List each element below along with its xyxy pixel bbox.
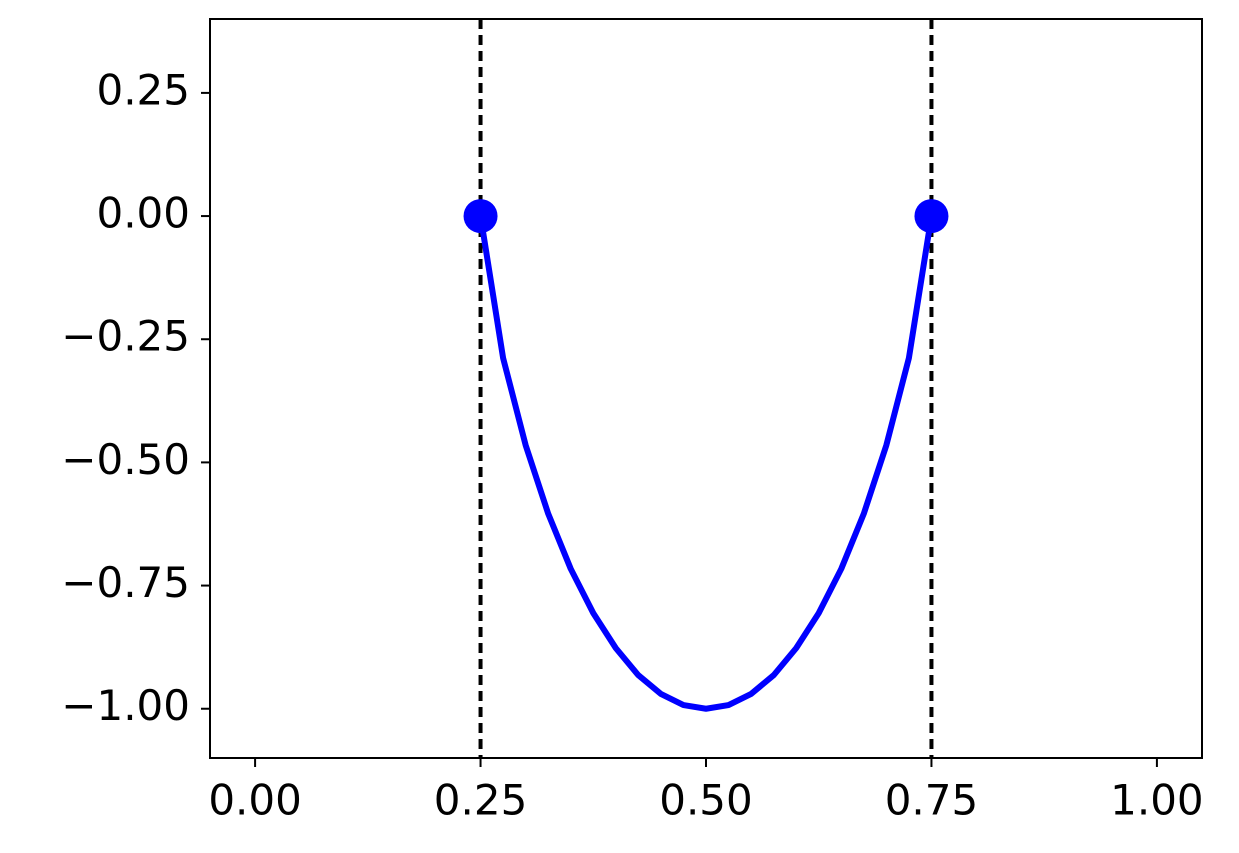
point bbox=[463, 199, 498, 234]
x-tick-label: 0.00 bbox=[208, 776, 302, 825]
x-tick-label: 0.75 bbox=[885, 776, 979, 825]
y-tick-label: −0.50 bbox=[61, 435, 190, 484]
point bbox=[914, 199, 949, 234]
x-tick-label: 1.00 bbox=[1110, 776, 1204, 825]
y-tick-label: −0.75 bbox=[61, 558, 190, 607]
curve bbox=[477, 213, 935, 712]
x-tick-label: 0.25 bbox=[434, 776, 528, 825]
y-tick-label: 0.00 bbox=[96, 189, 190, 238]
y-tick-label: 0.25 bbox=[96, 65, 190, 114]
y-tick-label: −0.25 bbox=[61, 312, 190, 361]
x-tick-label: 0.50 bbox=[659, 776, 753, 825]
plot-frame bbox=[209, 18, 1203, 759]
y-tick-label: −1.00 bbox=[61, 681, 190, 730]
